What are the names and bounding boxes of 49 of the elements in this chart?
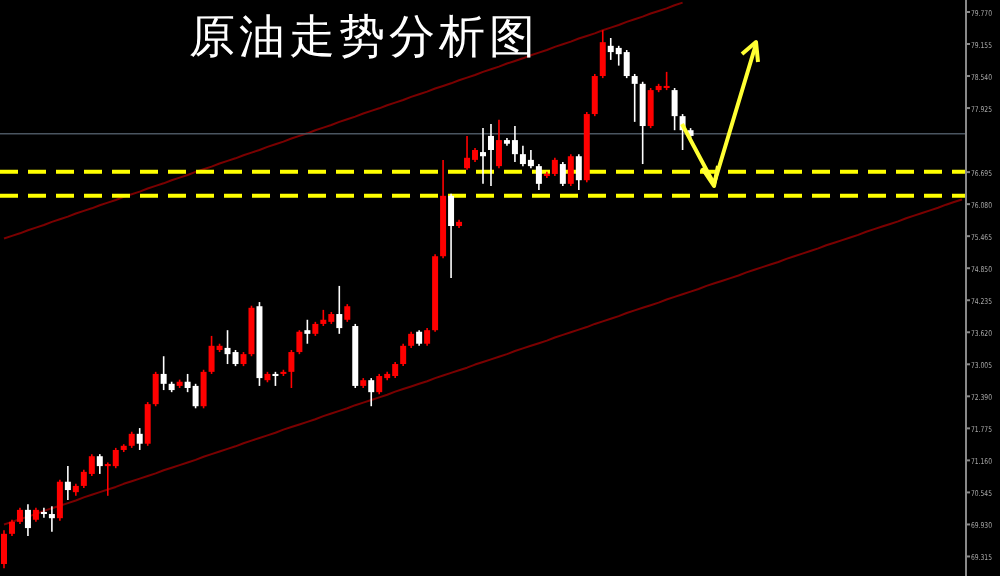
candlestick [288,349,295,389]
candlestick [248,304,255,358]
candlestick [495,118,502,170]
candlestick [112,447,119,469]
candlestick [535,163,542,191]
candlestick [136,427,143,451]
candlestick [368,377,375,408]
candlestick [623,49,630,79]
candlestick [599,29,606,79]
candlestick [1,529,7,569]
chart-title: 原油走势分析图 [189,12,539,64]
candlestick [551,157,558,177]
candlestick [607,37,614,61]
candlestick [56,478,63,522]
candlestick [336,285,343,335]
candlestick [527,149,534,170]
candlestick [487,123,494,187]
candlestick [480,127,486,185]
candlestick [631,73,638,123]
candlestick [40,506,47,519]
candlestick [24,503,31,537]
candlestick [639,80,646,165]
candlestick [96,453,103,475]
candlestick [647,87,654,129]
candlestick [64,465,71,501]
candlestick [192,383,199,410]
candlestick [464,135,471,171]
candlestick [567,153,574,187]
candlestick [304,318,311,345]
candlestick [519,145,526,167]
candlestick [296,329,303,355]
candlestick [671,87,678,131]
candlestick [448,192,455,279]
candlestick [591,73,598,117]
candlestick [575,153,582,191]
line-series [3,198,963,526]
candlestick [511,125,518,163]
candlestick [663,71,670,91]
candlestick [200,368,207,410]
candlestick [48,505,55,533]
candlestick [160,355,167,391]
candlestick [144,401,151,447]
candlestick [400,342,407,367]
candlestick [559,161,566,187]
candlestick [208,335,215,375]
candlestick [224,329,231,365]
candlestick [152,371,159,408]
line-series [3,1,684,240]
candlestick [376,373,383,396]
